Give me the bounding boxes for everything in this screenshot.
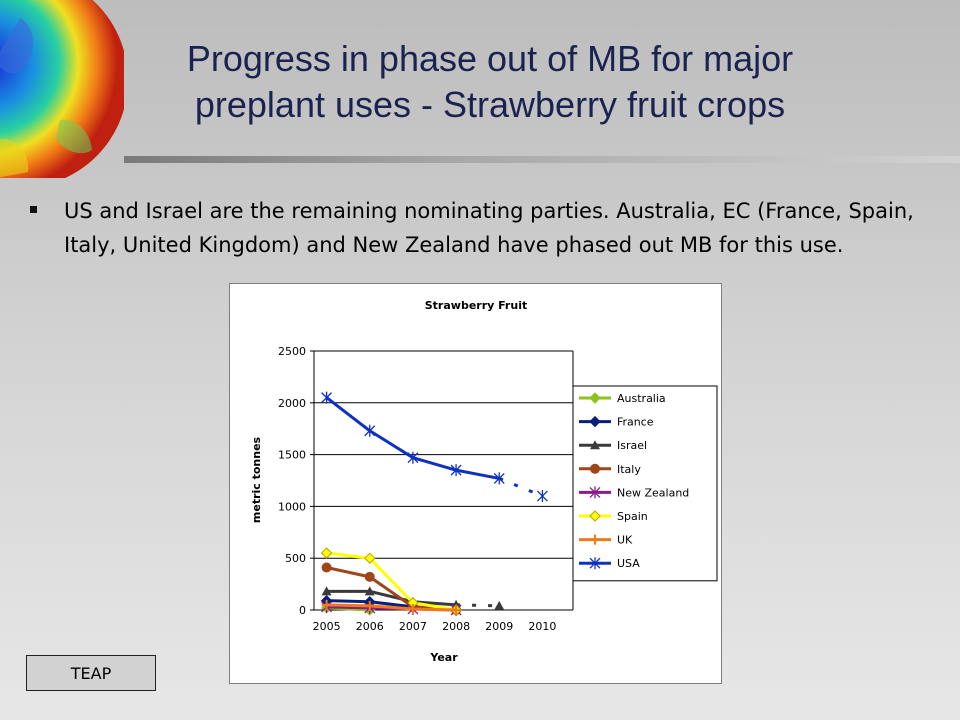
x-tick-label: 2005	[313, 620, 341, 633]
x-tick-label: 2010	[528, 620, 556, 633]
series-usa-line	[455, 468, 500, 480]
legend-italy-marker	[590, 463, 600, 474]
legend-italy-label: Italy	[617, 463, 641, 476]
series-israel-point	[321, 586, 332, 596]
y-tick-label: 1500	[278, 449, 306, 462]
title-divider	[124, 156, 960, 163]
series-israel-line	[369, 589, 414, 604]
legend-spain-label: Spain	[617, 510, 648, 523]
legend-spain-marker	[589, 510, 601, 522]
series-italy-point	[321, 562, 332, 573]
series-israel-point	[364, 586, 375, 596]
x-axis-label: Year	[429, 651, 458, 664]
y-tick-label: 1000	[278, 500, 306, 513]
series-italy-line	[326, 566, 371, 579]
legend-israel-marker	[590, 440, 600, 450]
series-spain-line	[368, 557, 414, 604]
y-tick-label: 2000	[278, 397, 306, 410]
teap-footer-label: TEAP	[26, 655, 156, 691]
series-france-line	[369, 600, 414, 609]
legend-israel-label: Israel	[617, 439, 647, 452]
legend-australia-marker	[589, 392, 601, 404]
legend-uk-marker	[590, 534, 600, 545]
series-usa-point	[450, 464, 462, 477]
series-uk-point	[451, 605, 462, 615]
bullet-square-icon	[30, 206, 37, 213]
series-uk-line	[326, 603, 370, 608]
title-line-1: Progress in phase out of MB for major	[186, 38, 794, 79]
legend-france-label: France	[617, 416, 654, 429]
x-tick-label: 2007	[399, 620, 427, 633]
x-tick-label: 2006	[356, 620, 384, 633]
x-tick-label: 2009	[485, 620, 513, 633]
series-spain-line	[326, 551, 370, 560]
series-france-line	[326, 599, 370, 604]
series-usa-point	[536, 490, 548, 503]
legend-new-zealand-marker	[589, 486, 601, 499]
legend-uk-label: UK	[617, 534, 633, 547]
legend-usa-label: USA	[617, 557, 640, 570]
series-spain-point	[320, 547, 333, 559]
y-axis-label: metric tonnes	[250, 436, 263, 523]
y-tick-label: 0	[299, 604, 306, 617]
series-italy-line	[368, 575, 414, 609]
bullet-text: US and Israel are the remaining nominati…	[64, 199, 914, 257]
legend-australia-label: Australia	[617, 392, 666, 405]
chart: Strawberry Fruit 0 500 1000 1500 2000 2500 2005…	[229, 283, 722, 684]
series-new-zealand-line	[326, 605, 370, 610]
legend-new-zealand-label: New Zealand	[617, 486, 689, 499]
series-usa-line	[368, 429, 414, 459]
legend-france-marker	[589, 415, 601, 428]
chart-title: Strawberry Fruit	[425, 299, 527, 312]
series-israel-line	[456, 603, 500, 608]
series-uk-point	[364, 600, 375, 611]
y-tick-label: 500	[285, 552, 306, 565]
title-line-2: preplant uses - Strawberry fruit crops	[194, 84, 786, 125]
series-usa-point	[364, 424, 376, 437]
series-israel-line	[412, 600, 457, 607]
slide-title: Progress in phase out of MB for major pr…	[100, 36, 880, 128]
chart-svg: Strawberry Fruit 0 500 1000 1500 2000 2500 2005…	[250, 299, 718, 664]
series-usa-line	[498, 477, 543, 498]
series-usa-point	[493, 472, 505, 485]
series-italy-point	[364, 571, 375, 582]
bullet-item: US and Israel are the remaining nominati…	[30, 194, 950, 262]
y-tick-label: 2500	[278, 345, 306, 358]
x-tick-label: 2008	[442, 620, 470, 633]
series-uk-line	[412, 607, 457, 612]
series-spain-point	[364, 552, 376, 564]
series-uk-line	[369, 604, 414, 611]
series-usa-line	[412, 456, 457, 472]
series-usa-point	[321, 391, 333, 404]
legend-usa-marker	[589, 557, 601, 570]
series-usa-point	[407, 451, 419, 464]
series-israel-point	[494, 600, 505, 610]
series-uk-point	[407, 603, 418, 614]
globe-image	[0, 0, 124, 178]
series-usa-line	[325, 396, 371, 432]
series-uk-point	[321, 599, 332, 610]
